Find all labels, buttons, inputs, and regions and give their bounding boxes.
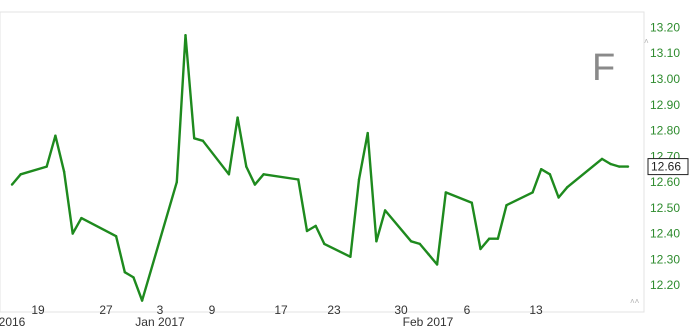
price-point <box>184 34 187 37</box>
y-tick-label: 13.10 <box>650 46 680 60</box>
x-axis: 19 27 3 9 17 23 30 6 13 <box>31 303 543 317</box>
price-point <box>357 178 361 181</box>
price-point <box>349 255 352 258</box>
y-tick-label: 12.50 <box>650 201 680 215</box>
price-point <box>305 229 309 233</box>
price-point <box>236 116 239 119</box>
price-point <box>548 173 552 176</box>
price-point <box>383 209 387 212</box>
price-point <box>540 168 543 171</box>
price-series-line <box>11 34 628 302</box>
x-tick-label: 3 <box>157 303 164 317</box>
price-point <box>19 173 22 176</box>
price-point <box>227 173 231 176</box>
period-labels: 2016 Jan 2017 Feb 2017 <box>0 315 454 326</box>
price-point <box>435 263 439 266</box>
price-point <box>557 196 560 199</box>
corner-mark-top: ˄ <box>644 37 649 46</box>
x-tick-label: 13 <box>529 303 543 317</box>
corner-mark-bottom: ˄˄ <box>630 297 640 306</box>
price-point <box>297 178 300 181</box>
price-point <box>609 162 612 166</box>
price-point <box>479 247 482 251</box>
price-point <box>427 253 430 256</box>
last-value-badge: 12.66 <box>647 158 689 176</box>
y-tick-label: 12.20 <box>650 278 680 292</box>
x-tick-label: 19 <box>31 303 45 317</box>
price-point <box>140 299 144 302</box>
price-point <box>496 237 500 240</box>
price-point <box>201 139 205 142</box>
y-tick-label: 12.90 <box>650 98 680 112</box>
price-point <box>114 235 118 238</box>
price-point <box>71 232 74 235</box>
price-point <box>253 183 257 186</box>
price-point <box>45 165 48 168</box>
price-point <box>488 237 491 240</box>
price-point <box>618 165 621 168</box>
price-point <box>626 165 630 168</box>
y-tick-label: 13.20 <box>650 20 680 34</box>
price-point <box>175 180 178 184</box>
period-label: Jan 2017 <box>135 315 185 326</box>
price-series-points <box>10 34 630 302</box>
price-point <box>262 173 265 176</box>
x-tick-label: 30 <box>394 303 408 317</box>
price-point <box>366 131 369 135</box>
price-point <box>193 137 196 140</box>
period-label: 2016 <box>0 315 26 326</box>
ticker-symbol: F <box>592 47 615 89</box>
y-tick-label: 12.40 <box>650 227 680 241</box>
price-point <box>80 216 83 220</box>
price-point <box>444 191 447 194</box>
price-point <box>418 242 421 246</box>
price-point <box>323 242 326 246</box>
y-axis: 13.2013.1013.0012.9012.8012.7012.6012.50… <box>650 20 680 292</box>
x-tick-label: 23 <box>327 303 341 317</box>
price-point <box>314 224 317 228</box>
last-value-label: 12.66 <box>651 160 681 174</box>
price-point <box>62 170 66 173</box>
price-point <box>505 204 508 207</box>
price-point <box>123 271 127 274</box>
price-point <box>132 276 135 279</box>
price-point <box>566 186 569 189</box>
period-label: Feb 2017 <box>403 315 454 326</box>
x-tick-label: 9 <box>209 303 216 317</box>
price-point <box>470 201 473 204</box>
x-tick-label: 17 <box>274 303 288 317</box>
price-point <box>245 165 248 168</box>
y-tick-label: 13.00 <box>650 72 680 86</box>
x-tick-label: 6 <box>464 303 471 317</box>
x-tick-label: 27 <box>99 303 113 317</box>
price-point <box>600 157 604 161</box>
y-tick-label: 12.30 <box>650 252 680 266</box>
price-point <box>531 191 534 194</box>
price-point <box>375 240 378 243</box>
last-value-box <box>647 158 689 176</box>
price-point <box>54 134 57 137</box>
plot-area <box>0 11 645 313</box>
price-point <box>10 183 14 186</box>
y-tick-label: 12.60 <box>650 175 680 189</box>
y-tick-label: 12.80 <box>650 124 680 138</box>
price-point <box>409 240 413 243</box>
